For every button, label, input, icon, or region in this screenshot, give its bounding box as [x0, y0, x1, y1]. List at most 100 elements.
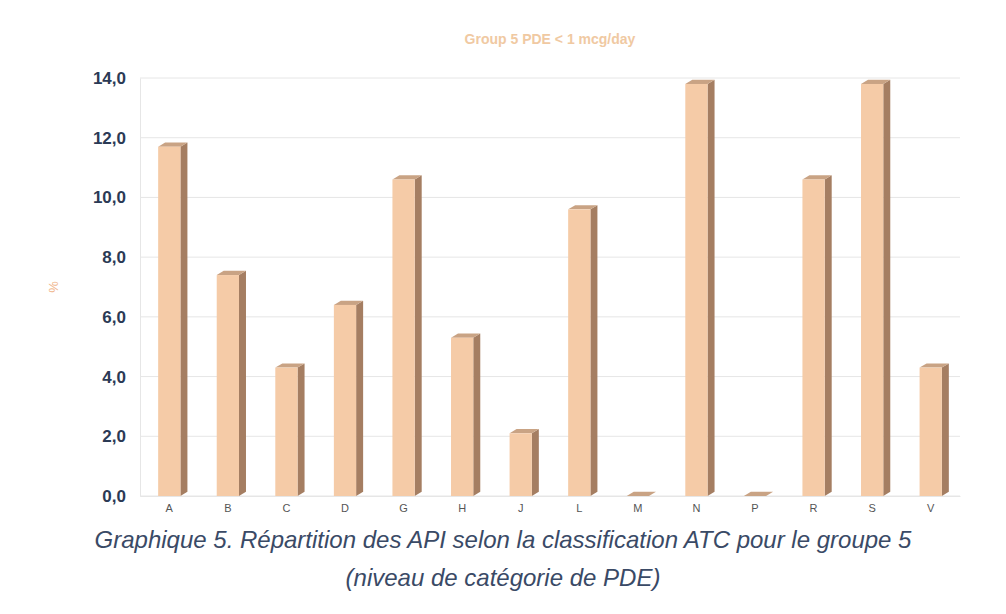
- y-tick: 6,0: [102, 308, 140, 327]
- x-axis: ABCDGHJLMNPRSV: [141, 496, 961, 514]
- x-axis-line: [141, 496, 961, 497]
- bar: [802, 180, 824, 496]
- y-tick: 10,0: [93, 188, 140, 207]
- bar: [158, 147, 180, 496]
- bar-side: [708, 80, 715, 496]
- bar-top: [744, 492, 773, 496]
- grid-line: [140, 376, 960, 377]
- bar: [568, 209, 590, 496]
- x-tick-label: B: [224, 502, 231, 514]
- y-axis-title: %: [46, 281, 61, 293]
- x-tick-label: A: [166, 502, 174, 514]
- bar: [627, 496, 649, 497]
- x-tick-label: L: [576, 502, 582, 514]
- x-tick-label: J: [518, 502, 524, 514]
- x-tick-label: N: [692, 502, 700, 514]
- x-tick-label: G: [399, 502, 408, 514]
- bar-top: [275, 363, 304, 367]
- bar-side: [298, 363, 305, 496]
- x-tick-label: D: [341, 502, 349, 514]
- x-tick: H: [458, 496, 466, 514]
- bar: [744, 496, 766, 497]
- x-tick: J: [518, 496, 524, 514]
- bar-top: [802, 175, 831, 179]
- x-tick-label: P: [751, 502, 758, 514]
- x-tick: C: [282, 496, 290, 514]
- y-tick-label: 4,0: [102, 368, 126, 387]
- bar-top: [568, 205, 597, 209]
- bar: [275, 368, 297, 496]
- x-tick-label: V: [927, 502, 935, 514]
- y-tick-label: 14,0: [93, 69, 126, 88]
- bar-side: [415, 175, 422, 496]
- x-tick-label: R: [810, 502, 818, 514]
- bar: [451, 338, 473, 496]
- plot: 0,0 2,0 4,0 6,0 8,0 10,0 12,0 14,0 A B C D G H J L M N P R S…: [93, 69, 961, 514]
- caption: Graphique 5. Répartition des API selon l…: [95, 526, 913, 553]
- x-tick-label: S: [868, 502, 875, 514]
- bar-side: [239, 271, 246, 496]
- y-tick-label: 12,0: [93, 129, 126, 148]
- bar: [392, 180, 414, 496]
- bar-top: [451, 334, 480, 338]
- title: Group 5 PDE < 1 mcg/day: [465, 31, 636, 47]
- bar-side: [883, 80, 890, 496]
- bar-top: [627, 492, 656, 496]
- grid-line: [140, 137, 960, 138]
- bar: [334, 305, 356, 496]
- y-tick: 8,0: [102, 248, 140, 267]
- bar-top: [920, 363, 949, 367]
- bar: [217, 275, 239, 496]
- bar-top: [217, 271, 246, 275]
- bar-top: [158, 142, 187, 146]
- bar: [920, 368, 942, 496]
- x-tick: M: [633, 496, 642, 514]
- bar: [861, 84, 883, 496]
- y-axis: 0,0 2,0 4,0 6,0 8,0 10,0 12,0 14,0: [93, 69, 141, 506]
- grid: [140, 78, 960, 496]
- y-tick-label: 2,0: [102, 427, 126, 446]
- bar-side: [356, 301, 363, 496]
- bar-side: [473, 334, 480, 496]
- grid-line: [140, 197, 960, 198]
- x-tick: P: [751, 496, 758, 514]
- x-tick: L: [576, 496, 582, 514]
- y-tick: 14,0: [93, 69, 140, 88]
- grid-line: [140, 316, 960, 317]
- x-tick: R: [810, 496, 818, 514]
- bar-top: [685, 80, 714, 84]
- x-tick-label: M: [633, 502, 642, 514]
- grid-line: [140, 78, 960, 79]
- bar-top: [510, 429, 539, 433]
- grid-line: [140, 496, 960, 497]
- x-tick-label: H: [458, 502, 466, 514]
- y-tick: 12,0: [93, 129, 140, 148]
- bar-side: [180, 142, 187, 496]
- grid-line: [140, 436, 960, 437]
- bar-side: [825, 175, 832, 496]
- bar-side: [532, 429, 539, 496]
- bar-top: [334, 301, 363, 305]
- bar: [510, 433, 532, 496]
- bar: [685, 84, 707, 496]
- x-tick: A: [166, 496, 174, 514]
- caption: (niveau de catégorie de PDE): [346, 564, 661, 591]
- bar-top: [392, 175, 421, 179]
- x-tick: S: [868, 496, 875, 514]
- bars: [158, 80, 949, 496]
- x-tick: G: [399, 496, 408, 514]
- bar-side: [590, 205, 597, 496]
- chart: 0,0 2,0 4,0 6,0 8,0 10,0 12,0 14,0 A B C D G H J L M N P R S…: [0, 0, 1006, 614]
- y-tick: 2,0: [102, 427, 140, 446]
- y-axis-line: [140, 79, 141, 497]
- x-tick: N: [692, 496, 700, 514]
- y-tick: 4,0: [102, 368, 140, 387]
- grid-line: [140, 257, 960, 258]
- x-tick: D: [341, 496, 349, 514]
- y-tick-label: 6,0: [102, 308, 126, 327]
- y-tick-label: 0,0: [102, 487, 126, 506]
- x-tick: B: [224, 496, 231, 514]
- x-tick: V: [927, 496, 935, 514]
- bar-top: [861, 80, 890, 84]
- y-tick-label: 8,0: [102, 248, 126, 267]
